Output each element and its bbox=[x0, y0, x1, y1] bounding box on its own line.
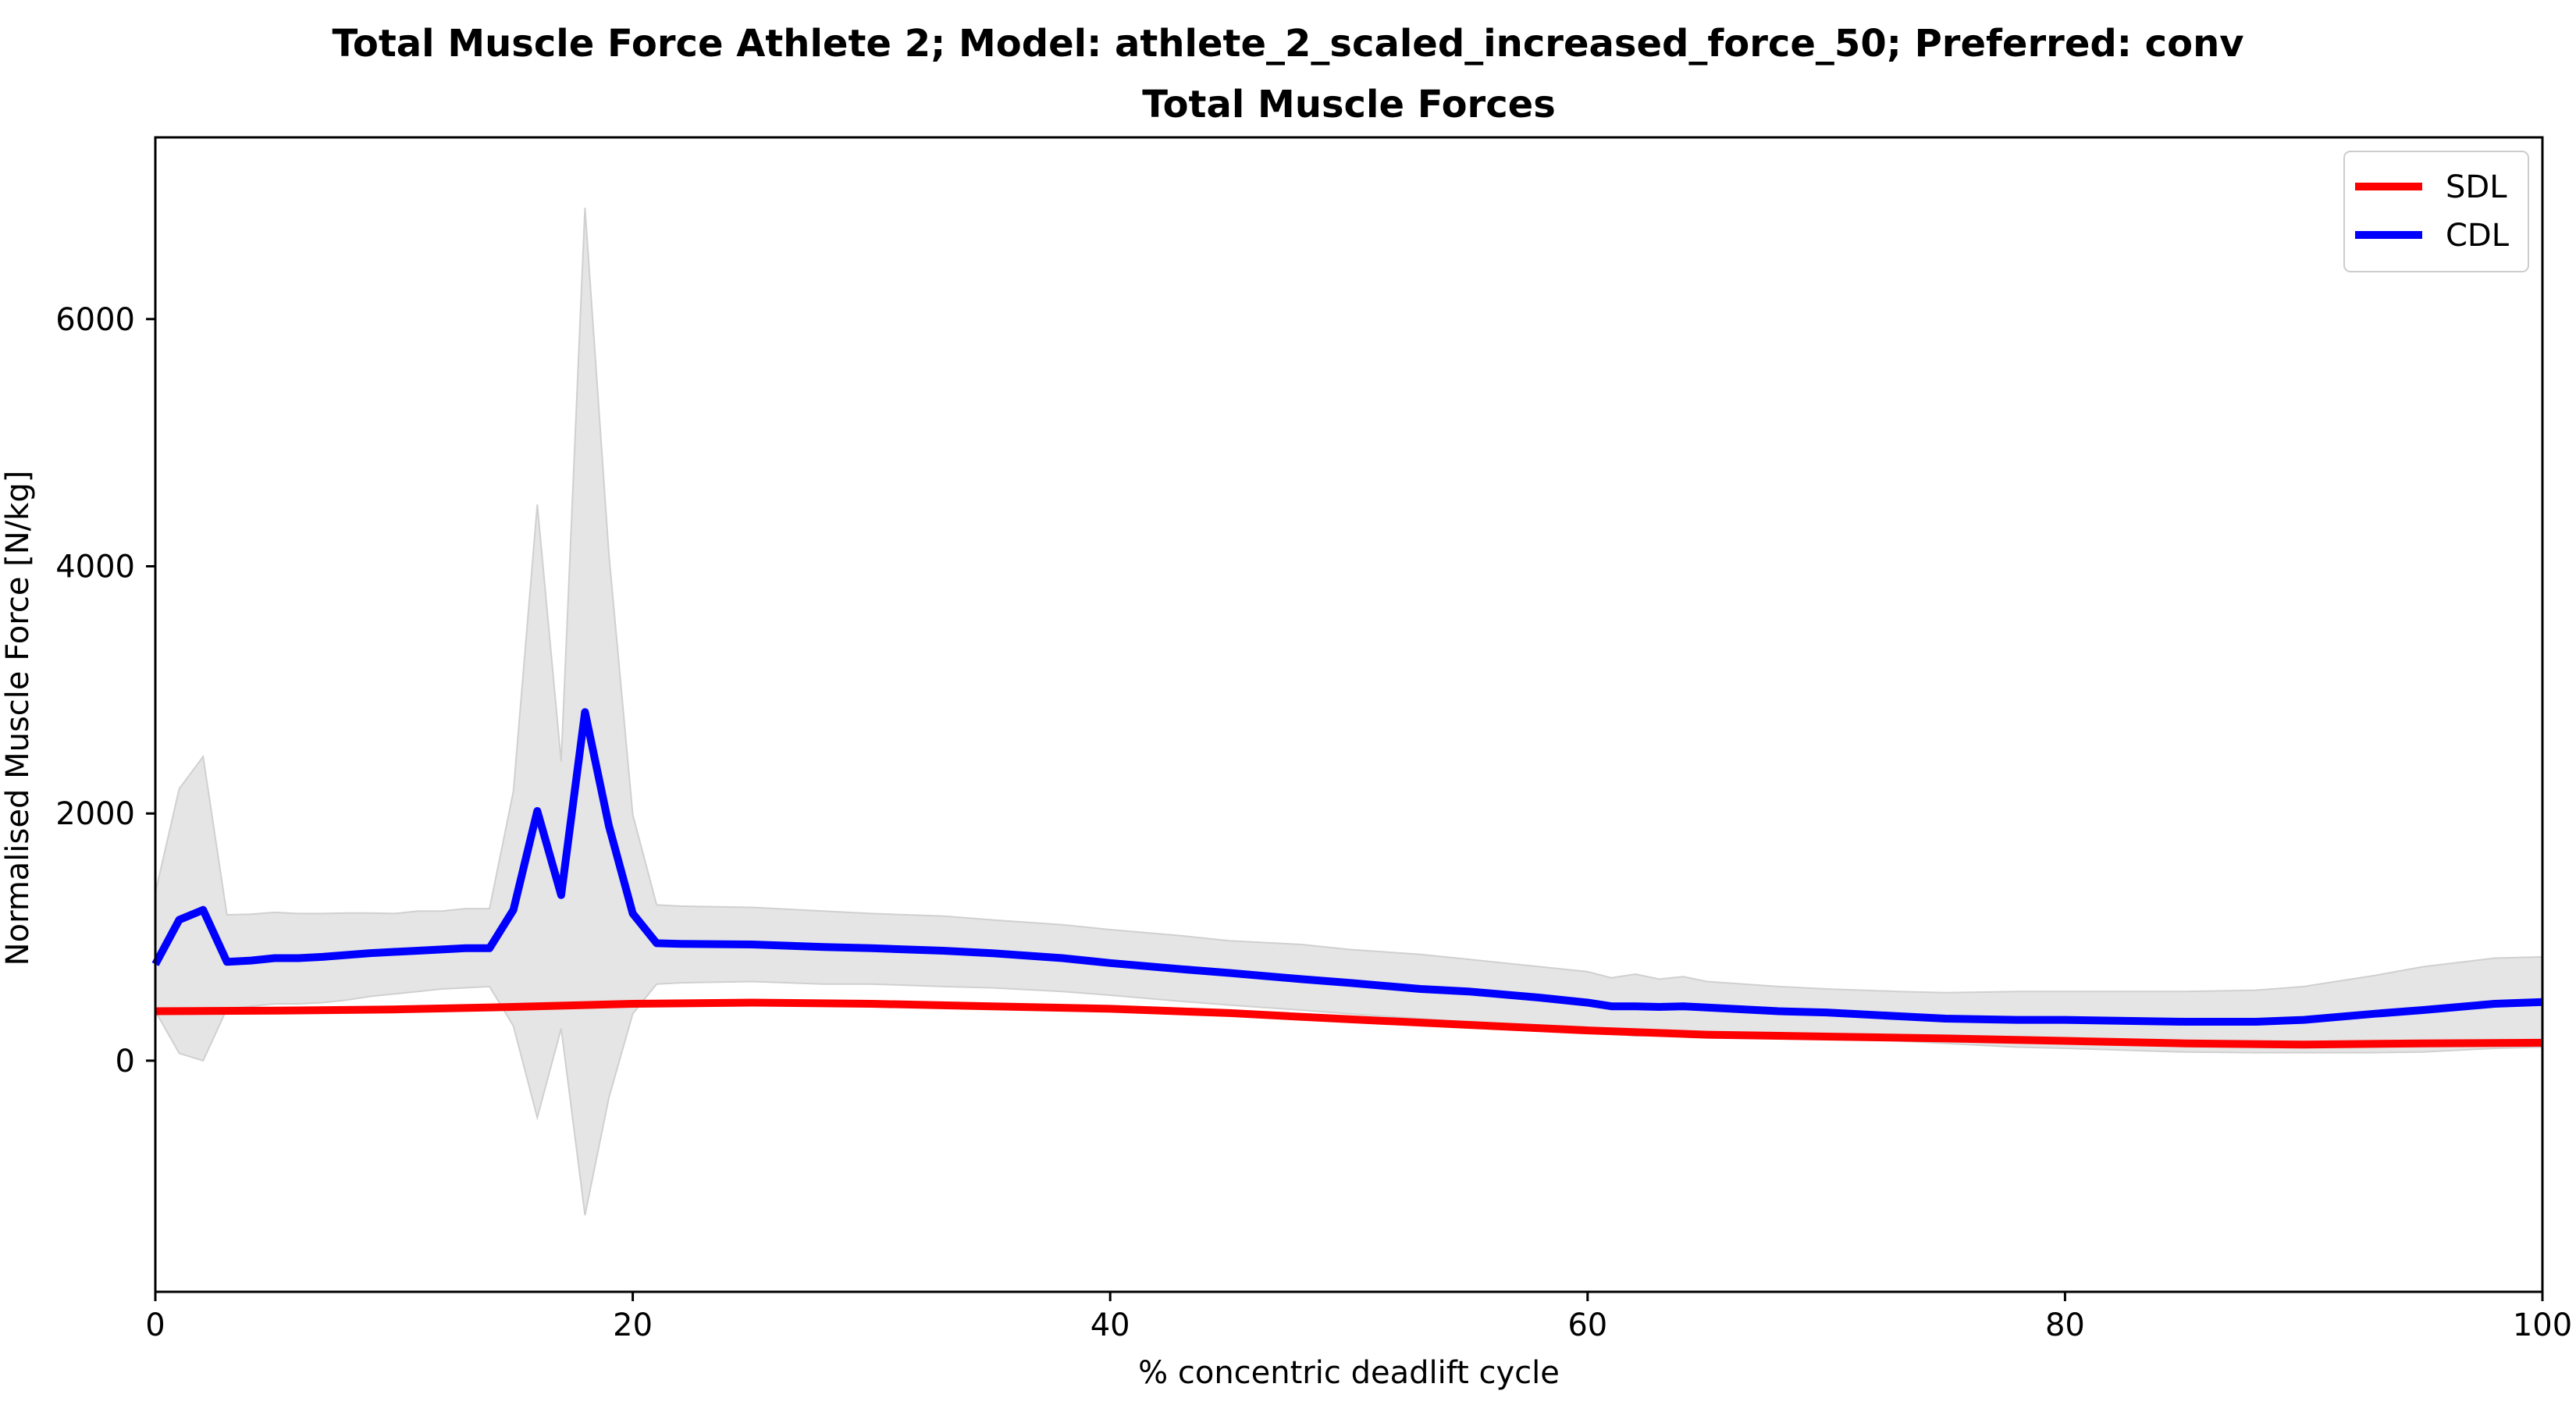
legend-box bbox=[2343, 151, 2529, 272]
chart-title: Total Muscle Forces bbox=[1142, 83, 1556, 126]
series-layer bbox=[151, 708, 2543, 1049]
x-tick-label: 100 bbox=[2513, 1307, 2572, 1343]
y-tick-label: 0 bbox=[116, 1044, 135, 1080]
y-tick-label: 2000 bbox=[55, 796, 135, 832]
x-axis-ticks: 0 20 40 60 80 100 bbox=[145, 1292, 2572, 1343]
x-tick-label: 40 bbox=[1091, 1307, 1130, 1343]
x-axis-label: % concentric deadlift cycle bbox=[1138, 1355, 1560, 1391]
axes-frame bbox=[154, 136, 2544, 1293]
x-tick-label: 20 bbox=[613, 1307, 653, 1343]
x-tick-label: 80 bbox=[2045, 1307, 2085, 1343]
y-tick-label: 4000 bbox=[55, 549, 135, 585]
x-tick-label: 60 bbox=[1567, 1307, 1607, 1343]
legend: SDL CDL bbox=[2343, 151, 2529, 272]
x-tick-label: 0 bbox=[145, 1307, 165, 1343]
variability-band bbox=[155, 208, 2543, 1215]
legend-label-cdl: CDL bbox=[2446, 218, 2510, 254]
y-tick-label: 6000 bbox=[55, 302, 135, 338]
legend-label-sdl: SDL bbox=[2446, 169, 2507, 205]
y-axis-ticks: 0 2000 4000 6000 bbox=[55, 302, 155, 1080]
series-line-sdl bbox=[155, 998, 2543, 1049]
plot-area bbox=[151, 208, 2543, 1215]
y-axis-label: Normalised Muscle Force [N/kg] bbox=[0, 471, 36, 966]
chart-suptitle: Total Muscle Force Athlete 2; Model: ath… bbox=[332, 22, 2243, 66]
band-layer bbox=[155, 208, 2543, 1215]
series-line-cdl bbox=[151, 708, 2543, 1026]
